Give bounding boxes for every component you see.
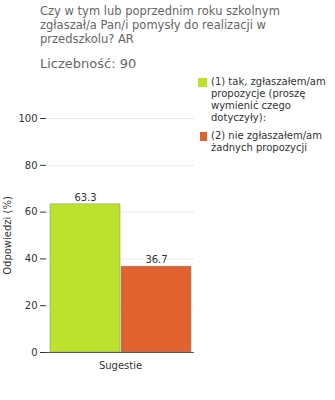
svg-text:36.7: 36.7	[145, 254, 167, 265]
svg-text:0: 0	[31, 347, 37, 358]
html-text:(1) tak, zgłaszałem/am propozy: (1) tak, zgłaszałem/am propozycje (prosz…	[211, 76, 326, 123]
svg-text:20: 20	[25, 300, 38, 311]
svg-text:60: 60	[25, 206, 38, 217]
svg-text:Odpowiedzi (%): Odpowiedzi (%)	[2, 196, 13, 275]
svg-text:Sugestie: Sugestie	[99, 360, 142, 371]
html-text:Czy w tym lub poprzednim roku: Czy w tym lub poprzednim roku szkolnym z…	[40, 4, 280, 46]
svg-text:100: 100	[18, 113, 37, 124]
html-text:Liczebność: 90: Liczebność: 90	[40, 56, 137, 71]
svg-text:80: 80	[25, 160, 38, 171]
svg-text:63.3: 63.3	[74, 192, 96, 203]
svg-text:40: 40	[25, 253, 38, 264]
html-text:(2) nie zgłaszałem/am żadnych: (2) nie zgłaszałem/am żadnych propozycji	[211, 130, 322, 153]
